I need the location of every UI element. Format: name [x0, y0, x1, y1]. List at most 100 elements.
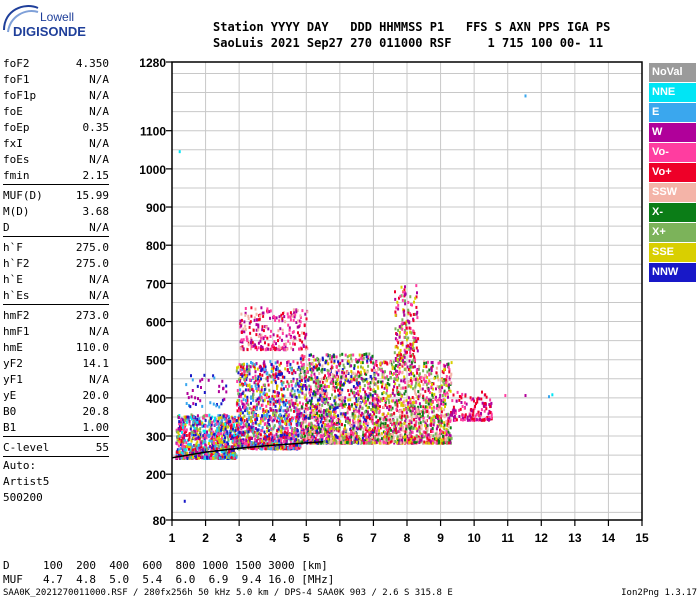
echo-point — [373, 404, 376, 408]
echo-point — [288, 326, 291, 330]
echo-point — [340, 412, 343, 416]
echo-point — [412, 441, 415, 445]
echo-point — [266, 379, 269, 383]
echo-point — [314, 366, 317, 370]
echo-point — [388, 432, 391, 436]
echo-point — [404, 435, 407, 439]
echo-point — [303, 414, 306, 418]
echo-point — [197, 422, 200, 426]
echo-point — [277, 329, 280, 333]
echo-point — [176, 435, 179, 439]
echo-point — [409, 400, 412, 404]
echo-point — [359, 437, 362, 441]
echo-point — [278, 370, 281, 374]
echo-point — [395, 399, 398, 403]
echo-point — [400, 394, 403, 398]
echo-point — [371, 368, 374, 372]
echo-point — [200, 453, 203, 457]
echo-point — [196, 414, 199, 418]
echo-point — [227, 415, 230, 419]
echo-point — [304, 409, 307, 413]
echo-point — [278, 336, 281, 340]
echo-point — [283, 342, 286, 346]
echo-point — [383, 386, 386, 390]
echo-point — [263, 364, 266, 368]
echo-point — [195, 450, 198, 454]
echo-point — [405, 427, 408, 431]
echo-point — [332, 435, 335, 439]
echo-point — [210, 456, 213, 460]
echo-point — [310, 370, 313, 374]
echo-point — [184, 448, 187, 452]
echo-point — [196, 426, 198, 430]
echo-point — [460, 401, 463, 404]
echo-point — [199, 430, 202, 434]
echo-point — [420, 379, 423, 383]
echo-point — [303, 324, 306, 328]
param-value: N/A — [89, 372, 109, 386]
echo-point — [370, 430, 372, 434]
echo-point — [440, 419, 443, 423]
echo-point — [266, 336, 269, 340]
echo-point — [405, 424, 408, 428]
echo-point — [403, 377, 406, 381]
echo-point — [252, 408, 255, 412]
echo-point — [411, 428, 414, 432]
echo-point — [444, 381, 447, 385]
echo-point — [391, 406, 394, 410]
echo-point — [375, 363, 378, 367]
echo-point — [387, 431, 389, 435]
echo-point — [359, 405, 362, 409]
echo-point — [264, 365, 267, 369]
echo-point — [276, 439, 279, 443]
echo-point — [283, 348, 286, 352]
echo-point — [238, 363, 241, 367]
echo-point — [393, 367, 396, 371]
echo-point — [268, 437, 271, 441]
echo-point — [325, 424, 328, 428]
echo-point — [358, 401, 361, 405]
echo-point — [273, 316, 276, 320]
echo-point — [227, 446, 230, 450]
echo-point — [253, 434, 255, 438]
echo-point — [295, 308, 298, 312]
echo-point — [236, 439, 239, 443]
echo-point — [378, 432, 381, 436]
echo-point — [417, 415, 420, 419]
echo-point — [377, 373, 380, 377]
echo-point — [281, 427, 284, 431]
echo-point — [266, 393, 268, 397]
echo-point — [361, 357, 364, 361]
echo-point — [331, 355, 334, 359]
echo-point — [357, 441, 360, 445]
echo-point — [188, 419, 191, 423]
echo-point — [446, 380, 449, 384]
echo-point — [220, 446, 223, 450]
echo-point — [361, 406, 364, 410]
echo-point — [439, 393, 442, 397]
echo-point — [338, 391, 341, 395]
echo-point — [451, 399, 454, 403]
echo-point — [281, 317, 284, 321]
echo-point — [417, 379, 420, 383]
echo-point — [210, 423, 213, 427]
echo-point — [286, 417, 288, 421]
echo-point — [211, 420, 214, 424]
echo-point — [258, 424, 261, 427]
echo-point — [327, 403, 330, 407]
echo-point — [334, 402, 337, 406]
echo-point — [293, 428, 296, 432]
echo-point — [208, 456, 211, 460]
echo-point — [260, 306, 263, 310]
param-row: foF1 N/A — [3, 71, 109, 87]
echo-point — [382, 405, 385, 409]
echo-point — [443, 421, 446, 425]
echo-point — [430, 369, 433, 372]
echo-point — [330, 366, 333, 370]
echo-point — [432, 439, 435, 443]
echo-point — [283, 445, 286, 449]
echo-point — [335, 427, 338, 431]
echo-point — [446, 423, 449, 427]
legend-item-vo: Vo- — [649, 143, 696, 162]
echo-point — [357, 370, 360, 374]
